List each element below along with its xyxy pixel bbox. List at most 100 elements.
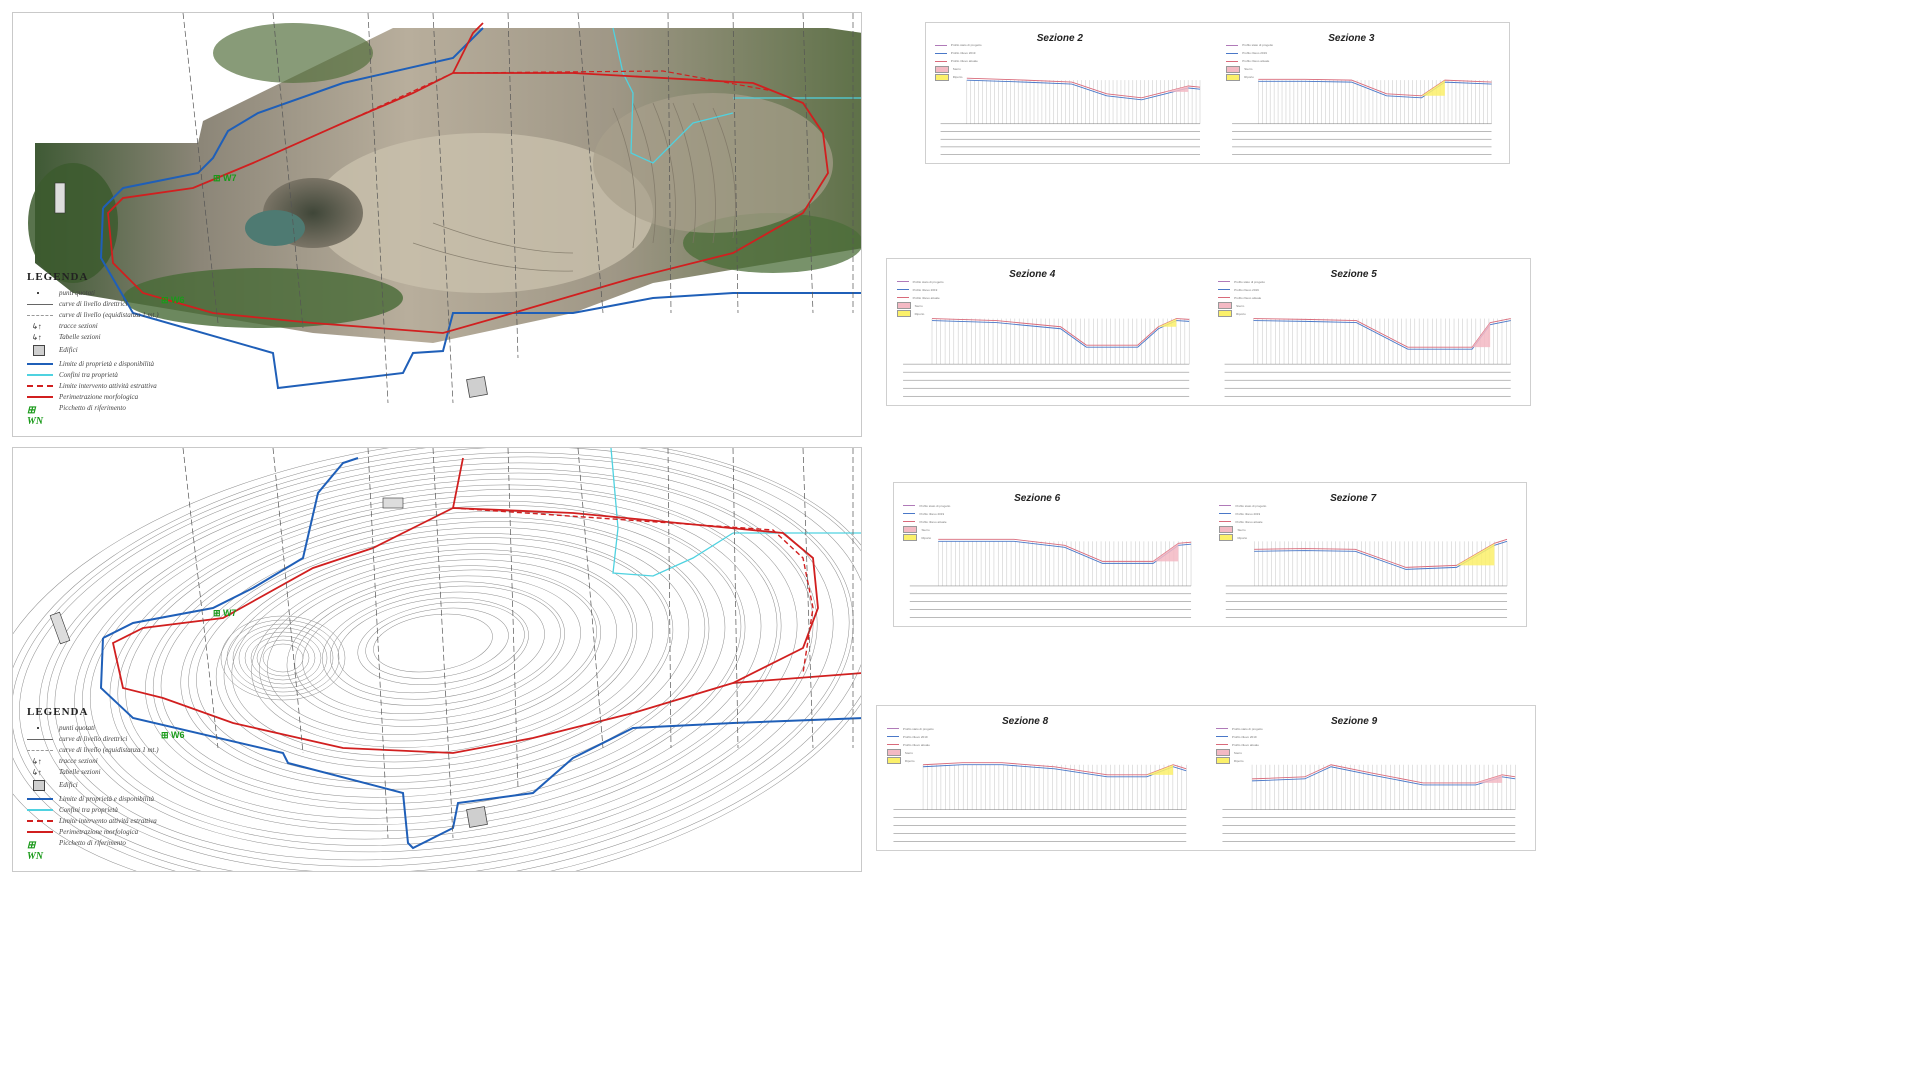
legend-label: curve di livello direttrici [59,299,128,308]
section-legend-swatch [1219,534,1234,542]
section-legend-label: Profilo rilievo 2019 [950,51,976,56]
section-legend-swatch [1226,52,1239,54]
section-legend-item: Riporto [886,757,934,765]
section-drawing [893,762,1516,842]
section-legend-swatch [886,744,899,746]
legend-item: ⊞ WN Picchetto di riferimento [27,837,159,862]
legend-label: Confini tra proprietà [59,370,118,379]
section-legend-item: Profilo rilievo attuale [896,294,944,302]
section-legend-label: Profilo rilievo 2019 [902,734,928,739]
section-legend-label: Profilo rilievo 2019 [1235,511,1261,516]
section-legend-item: Riporto [903,534,950,542]
section-legend-item: Riporto [934,73,982,81]
section-legend-swatch [1215,736,1228,738]
section-legend-label: Sterro [1233,750,1243,755]
section-legend-item: Profilo rilievo attuale [1219,518,1266,526]
legend-symbol-icon [27,807,53,813]
legend-items: punti quotati curve di livello direttrici… [27,722,159,862]
section-profile-line [1252,766,1516,786]
property-boundary-line [610,448,861,577]
legend-item: Edifici [27,777,159,793]
legend-topographic: LEGENDA punti quotati curve di livello di… [27,706,159,862]
legend-symbol-icon [27,394,53,400]
legend-label: Perimetrazione morfologica [59,392,139,401]
section-legend-swatch [1219,505,1232,507]
legend-item: Limite di proprietà e disponibilità [27,358,159,369]
section-cut-fill-area [1472,322,1491,348]
legend-label: Perimetrazione morfologica [59,827,139,836]
legend-title: LEGENDA [27,271,89,283]
section-legend-label: Sterro [952,67,961,72]
section-legend-label: Riporto [904,758,915,763]
legend-symbol-icon [27,345,53,356]
section-legend: Profilo stato di progetto Profilo rilievo… [886,725,934,765]
section-profile-line [966,79,1201,101]
section-legend-item: Sterro [896,302,944,310]
section-legend-swatch [1218,297,1231,299]
section-legend-label: Riporto [1237,535,1248,540]
section-drawing [903,318,1511,397]
section-legend-label: Riporto [921,535,932,540]
legend-symbol-icon [27,725,53,731]
section-legend-item: Profilo stato di progetto [1219,502,1266,510]
section-legend-label: Sterro [921,527,930,532]
section-legend-swatch [896,310,911,318]
section-legend-item: Profilo rilievo attuale [934,57,982,65]
section-legend-item: Profilo rilievo attuale [1218,294,1265,302]
section-profile-line [938,540,1192,564]
section-legend-swatch [886,749,901,757]
legend-item: ⊞ WN Picchetto di riferimento [27,402,159,427]
section-legend: Profilo stato di progetto Profilo rilievo… [934,41,982,81]
section-legend-item: Profilo rilievo 2019 [886,733,934,741]
section-title: Sezione 5 [1330,269,1377,281]
section-legend-item: Profilo rilievo attuale [903,518,950,526]
legend-item: Perimetrazione morfologica [27,391,159,402]
section-legend-item: Sterro [934,65,982,73]
section-profile-line [1253,318,1511,348]
legend-item: Confini tra proprietà [27,369,159,380]
section-title: Sezione 3 [1328,32,1375,44]
section-legend-label: Profilo rilievo 2019 [1242,51,1267,56]
section-legend: Profilo stato di progetto Profilo rilievo… [896,278,944,318]
section-legend-label: Profilo rilievo attuale [950,59,978,64]
section-legend-swatch [886,728,899,730]
section-legend-label: Profilo rilievo 2019 [1234,287,1259,292]
section-legend-swatch [903,513,916,515]
section-legend-label: Sterro [904,750,914,755]
svg-text:⊞ W7: ⊞ W7 [213,608,237,618]
section-legend-label: Profilo rilievo 2019 [1231,734,1257,739]
section-legend-label: Profilo rilievo attuale [1242,59,1270,64]
section-legend-swatch [896,302,911,310]
section-legend-swatch [1218,310,1233,318]
benchmark-marker: ⊞ WN [27,839,44,862]
section-legend-swatch [896,297,909,299]
legend-item: curve di livello direttrici [27,733,159,744]
legend-symbol-icon [27,747,53,753]
legend-label: Picchetto di riferimento [59,403,126,412]
legend-symbol-icon [27,796,53,802]
section-legend-swatch [886,736,899,738]
section-legend-swatch [1226,73,1241,81]
legend-symbol-icon [27,818,53,824]
section-profile-line [938,538,1192,562]
svg-text:⊞ W6: ⊞ W6 [161,295,185,305]
section-legend-swatch [896,281,909,283]
legend-label: Limite di proprietà e disponibilità [59,794,155,803]
legend-label: curve di livello direttrici [59,734,128,743]
legend-label: Edifici [59,781,78,789]
legend-symbol-icon [27,383,53,389]
legend-symbol-icon: ⊞ WN [27,840,53,862]
section-legend-label: Riporto [1233,758,1244,763]
section-legend-label: Riporto [1244,75,1254,80]
legend-label: Confini tra proprietà [59,805,118,814]
legend-label: tracce sezioni [59,321,98,330]
section-legend-item: Riporto [1219,534,1266,542]
section-legend-label: Profilo rilievo 2019 [919,511,945,516]
topographic-plan: ⊞ W7 ⊞ W6 LEGENDA punti quotati curve di … [12,447,862,872]
section-title: Sezione 4 [1009,269,1056,281]
section-legend-swatch [1226,60,1239,62]
section-legend-item: Sterro [1219,526,1266,534]
legend-symbol-icon: ↳↑ [31,767,42,777]
legend-label: curve di livello (equidistanza 1 mt.) [59,745,159,754]
section-legend-swatch [934,52,947,54]
